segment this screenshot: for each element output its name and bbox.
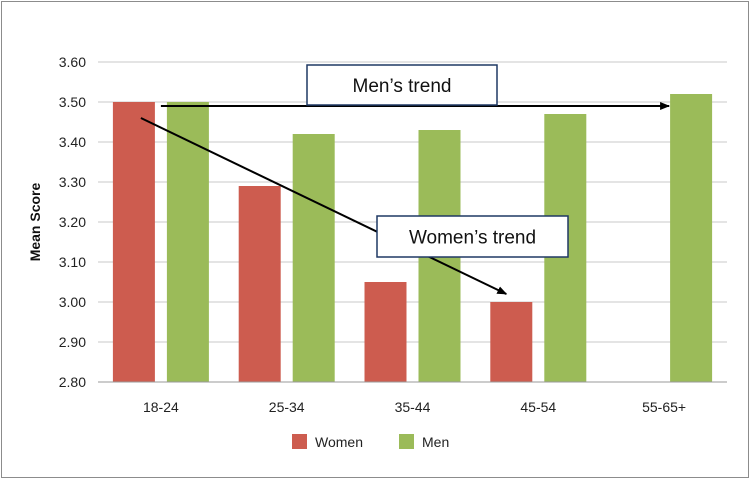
x-tick-label: 25-34 [269, 399, 305, 415]
bar-men-55-65+ [670, 94, 713, 382]
trend-callout-box-1 [376, 215, 569, 258]
y-tick-label: 3.00 [59, 294, 86, 310]
y-tick-label: 3.60 [59, 54, 86, 70]
y-tick-label: 3.50 [59, 94, 86, 110]
trend-annotations: Men’s trend Women’s trend [140, 64, 671, 295]
trend-callout-label-0: Men’s trend [353, 76, 452, 97]
legend: Women Men [292, 434, 449, 450]
legend-swatch-women [292, 434, 307, 449]
x-axis-ticks: 18-24 25-34 35-44 45-54 55-65+ [143, 399, 686, 415]
bar-women-18-24 [112, 102, 155, 382]
legend-swatch-men [399, 434, 414, 449]
x-tick-label: 45-54 [520, 399, 556, 415]
x-tick-label: 35-44 [395, 399, 431, 415]
bar-women-45-54 [490, 302, 533, 382]
bar-men-18-24 [166, 102, 209, 382]
legend-label-men: Men [422, 434, 449, 450]
y-tick-label: 3.40 [59, 134, 86, 150]
trend-arrow-1 [140, 117, 508, 295]
y-tick-label: 3.30 [59, 174, 86, 190]
x-tick-label: 55-65+ [642, 399, 686, 415]
y-tick-label: 3.10 [59, 254, 86, 270]
y-tick-label: 2.90 [59, 334, 86, 350]
bar-women-35-44 [364, 282, 407, 382]
y-axis-ticks: 3.60 3.50 3.40 3.30 3.20 3.10 3.00 2.90 2.80 [59, 54, 86, 390]
legend-label-women: Women [315, 434, 363, 450]
bars [112, 94, 713, 382]
y-axis-title: Mean Score [27, 182, 43, 261]
bar-women-25-34 [238, 186, 281, 382]
bar-men-25-34 [292, 134, 335, 382]
y-tick-label: 3.20 [59, 214, 86, 230]
x-tick-label: 18-24 [143, 399, 179, 415]
y-tick-label: 2.80 [59, 374, 86, 390]
trend-callout-box-0 [306, 64, 498, 106]
trend-callout-label-1: Women’s trend [409, 228, 536, 249]
